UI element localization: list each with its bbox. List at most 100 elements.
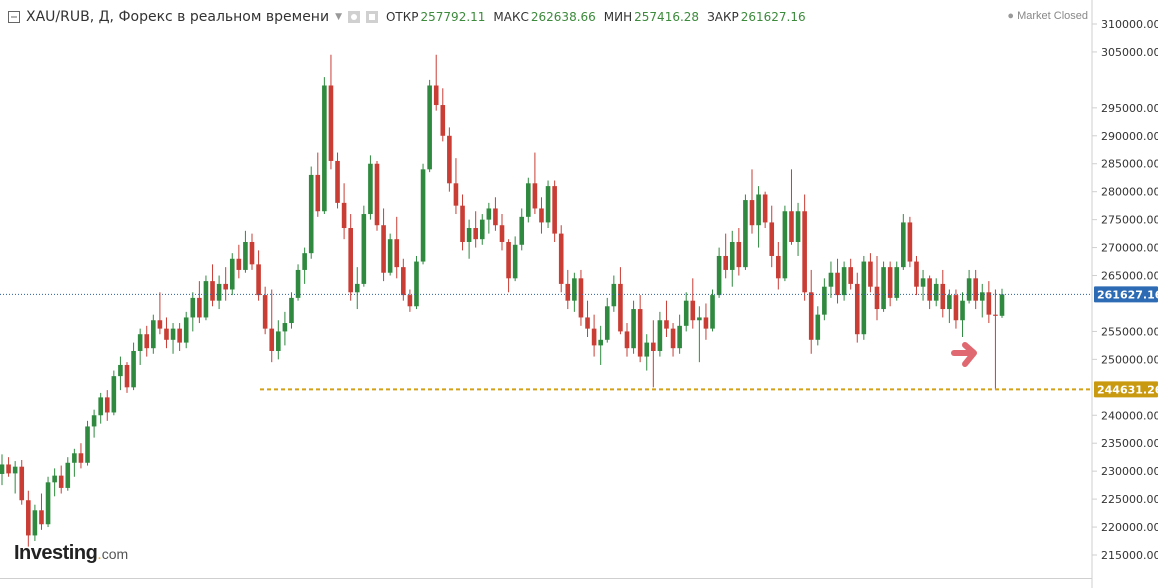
candle[interactable] [203,275,209,321]
candle[interactable] [769,205,775,268]
candle[interactable] [604,297,610,343]
settings-icon[interactable] [347,11,360,23]
candle[interactable] [295,264,301,301]
candle[interactable] [164,317,169,349]
candle[interactable] [545,180,551,229]
candle[interactable] [723,233,728,279]
candle[interactable] [6,457,11,477]
candle[interactable] [387,233,393,276]
candle[interactable] [460,194,465,251]
candle[interactable] [716,247,722,298]
candle[interactable] [651,320,656,388]
candle[interactable] [354,267,360,310]
candle[interactable] [249,233,255,270]
candle[interactable] [177,323,182,351]
candle[interactable] [322,77,327,215]
candle[interactable] [65,457,71,491]
candle[interactable] [670,323,676,357]
candle[interactable] [920,269,926,301]
candle[interactable] [822,278,827,321]
candle[interactable] [854,272,860,343]
candle[interactable] [960,292,965,338]
candle[interactable] [565,269,571,310]
candle[interactable] [131,342,136,391]
caret-down-icon[interactable]: ▼ [335,12,342,22]
candle[interactable] [868,253,873,293]
candle[interactable] [98,392,103,424]
candle[interactable] [631,300,636,354]
candle[interactable] [39,493,44,530]
candle[interactable] [749,169,755,234]
camera-icon[interactable] [365,11,378,23]
candle[interactable] [558,225,564,293]
candle[interactable] [52,468,57,497]
candle[interactable] [986,281,992,324]
candle[interactable] [664,300,669,338]
candle[interactable] [808,269,814,354]
candle[interactable] [887,261,893,307]
candle[interactable] [440,88,446,142]
candle[interactable] [618,267,623,335]
candle[interactable] [216,275,222,310]
candle[interactable] [532,152,538,215]
candle[interactable] [591,314,597,357]
candle[interactable] [999,288,1005,318]
candle[interactable] [197,281,202,324]
candle[interactable] [572,272,577,312]
candle[interactable] [506,239,511,293]
candle[interactable] [91,409,97,438]
candle[interactable] [269,289,275,363]
candle[interactable] [907,216,913,268]
candle[interactable] [479,214,485,245]
candle[interactable] [743,194,748,270]
candle[interactable] [473,211,478,248]
candle[interactable] [282,311,288,346]
candle[interactable] [644,334,650,371]
candle[interactable] [762,191,768,229]
candle[interactable] [12,461,18,494]
candle[interactable] [124,362,130,393]
candle[interactable] [374,160,380,231]
candle[interactable] [381,208,386,282]
candle[interactable] [32,504,38,542]
candle[interactable] [789,169,794,245]
candle[interactable] [72,448,77,477]
candle[interactable] [229,253,235,296]
candle[interactable] [848,258,853,290]
candle[interactable] [914,255,919,296]
candle[interactable] [85,420,90,466]
candle[interactable] [111,370,117,416]
candle[interactable] [841,261,847,301]
candle[interactable] [394,216,400,279]
candle[interactable] [683,292,689,332]
candle[interactable] [466,219,472,259]
candle[interactable] [637,295,643,363]
candle[interactable] [677,314,682,354]
candle[interactable] [26,490,31,547]
candle[interactable] [256,250,261,301]
candle[interactable] [361,205,367,287]
candle[interactable] [690,278,696,329]
candle[interactable] [19,459,25,505]
candle[interactable] [151,314,156,354]
candle[interactable] [979,283,985,318]
candle[interactable] [170,323,176,354]
candle[interactable] [315,152,321,217]
candle[interactable] [927,275,932,310]
candle[interactable] [486,202,492,234]
candle[interactable] [552,180,557,242]
candle[interactable] [519,208,525,251]
candle-series[interactable] [0,54,1005,547]
candle[interactable] [407,289,413,312]
candle[interactable] [223,267,228,301]
candle[interactable] [137,328,143,365]
candle[interactable] [828,261,834,298]
candle[interactable] [624,323,630,357]
candle[interactable] [993,289,998,390]
candle[interactable] [835,258,840,304]
candle[interactable] [815,306,821,346]
candle[interactable] [236,244,242,279]
candle[interactable] [697,306,702,363]
candle[interactable] [0,454,5,486]
